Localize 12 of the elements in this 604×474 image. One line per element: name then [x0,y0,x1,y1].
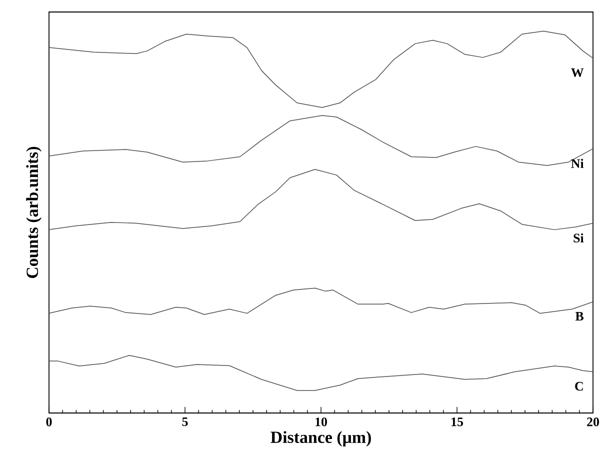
series-label: B [575,312,584,321]
series-label: C [575,382,583,391]
series-label: Ni [571,158,584,168]
y-axis-title: Counts (arb.units) [26,146,42,278]
x-tick-label: 20 [587,418,599,426]
series-label: W [571,68,584,78]
x-tick-label: 10 [316,418,327,426]
x-axis-title: Distance (μm) [270,431,371,446]
x-tick-label: 0 [46,418,52,426]
x-tick-label: 5 [182,418,188,426]
x-tick-label: 15 [452,418,464,426]
series-label: Si [574,233,584,242]
